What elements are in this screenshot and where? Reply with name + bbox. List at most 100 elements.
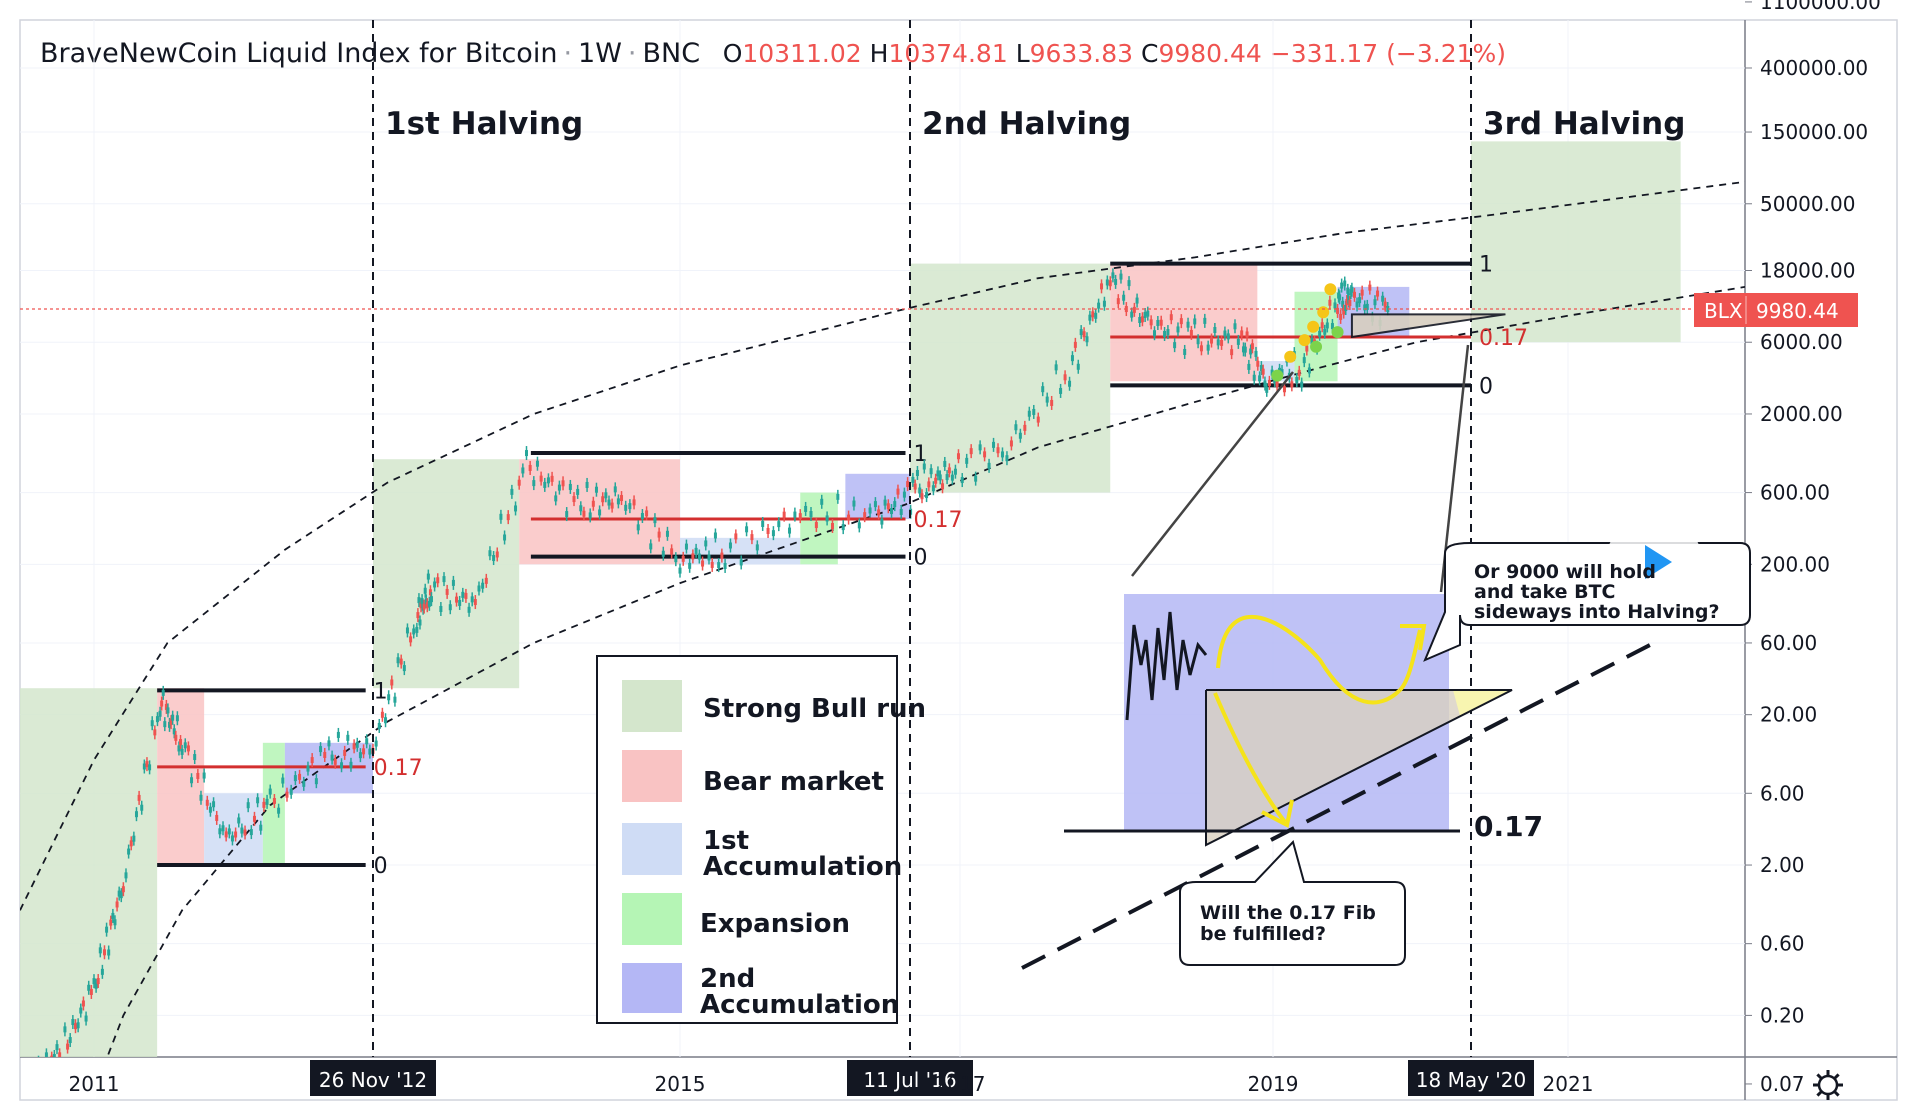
candle-body	[1363, 304, 1367, 311]
candle-body	[221, 825, 225, 832]
candle-body	[525, 450, 528, 457]
candle-body	[956, 453, 960, 460]
candle-body	[186, 745, 190, 752]
bull-zone-1	[20, 688, 158, 1057]
candle-body	[1189, 329, 1193, 336]
candle-body	[481, 582, 485, 589]
candle-body	[640, 513, 644, 520]
candle-body	[1307, 367, 1311, 374]
candle-body	[467, 606, 471, 613]
candle-body	[918, 487, 922, 494]
low-value: 9633.83	[1029, 39, 1134, 68]
candle-body	[506, 514, 510, 521]
candle-body	[281, 777, 285, 784]
inset-fib-label: 0.17	[1474, 810, 1543, 843]
price-axis[interactable]: 1100000.00 400000.00 150000.00 50000.00 1800…	[1745, 0, 1881, 1096]
callout-sideways-line-3: sideways into Halving?	[1474, 601, 1719, 623]
candle-body	[249, 829, 253, 836]
candle-body	[620, 495, 624, 502]
candle-body	[624, 504, 628, 511]
candle-body	[289, 788, 293, 795]
candle-body	[55, 1044, 59, 1051]
candle-body	[745, 526, 749, 533]
candle-body	[670, 548, 674, 555]
candle-body	[572, 496, 576, 503]
candle-body	[1179, 318, 1183, 325]
halving-date-label: 26 Nov '12	[319, 1068, 427, 1092]
candle-body	[393, 696, 397, 703]
candle-body	[1295, 377, 1299, 384]
candle-body	[1036, 416, 1040, 423]
candle-body	[535, 460, 539, 467]
candle-body	[448, 604, 452, 611]
candle-body	[168, 721, 172, 728]
candle-body	[1344, 305, 1348, 312]
candle-body	[314, 778, 318, 785]
candle-body	[678, 567, 682, 574]
candle-body	[1340, 282, 1344, 289]
candle-body	[996, 447, 1000, 454]
candle-body	[755, 544, 759, 551]
candle-body	[1169, 314, 1173, 321]
candle-body	[390, 679, 394, 686]
candle-body	[1050, 399, 1054, 406]
candle-body	[215, 814, 219, 821]
callout-fib-question: Will the 0.17 Fib be fulfilled?	[1179, 840, 1406, 966]
callout-fib-line-1: Will the 0.17 Fib	[1200, 902, 1376, 924]
candle-body	[1256, 360, 1260, 367]
candle-body	[936, 470, 940, 477]
interval-label[interactable]: 1W	[578, 38, 622, 69]
candle-body	[521, 467, 525, 474]
candle-body	[499, 513, 503, 520]
candle-body	[610, 502, 614, 509]
candle-body	[697, 553, 701, 560]
candle-body	[113, 919, 117, 926]
candle-body	[857, 522, 861, 529]
candle-body	[788, 527, 792, 534]
candle-body	[1122, 294, 1126, 301]
candle-body	[1373, 299, 1377, 306]
candle-body	[1346, 287, 1350, 294]
candle-body	[1249, 348, 1253, 355]
candle-body	[681, 555, 685, 562]
candle-body	[543, 481, 547, 488]
chart-header: BraveNewCoin Liquid Index for Bitcoin · 1W…	[40, 38, 1507, 69]
candle-body	[21, 1084, 24, 1090]
candle-body	[1343, 280, 1347, 287]
callout-sideways-line-2: and take BTC	[1474, 581, 1615, 603]
y-tick-label: 600.00	[1760, 481, 1830, 505]
candle-body	[492, 555, 496, 562]
candle-body	[190, 777, 194, 784]
candle-body	[868, 507, 872, 514]
play-icon[interactable]	[1645, 545, 1672, 579]
candle-body	[495, 551, 499, 558]
symbol-title[interactable]: BraveNewCoin Liquid Index for Bitcoin	[40, 38, 558, 69]
candle-body	[119, 892, 123, 899]
candle-body	[374, 740, 378, 747]
candle-body	[1330, 323, 1334, 330]
candle-body	[425, 602, 429, 609]
candle-body	[470, 596, 474, 603]
candle-body	[48, 1082, 51, 1088]
candle-body	[100, 968, 104, 975]
candle-body	[899, 508, 903, 515]
candle-body	[230, 835, 234, 842]
gear-icon[interactable]	[1813, 1070, 1843, 1100]
candle-body	[1059, 387, 1063, 394]
candle-body	[1018, 432, 1022, 439]
candle-body	[665, 530, 669, 537]
candle-body	[766, 527, 770, 534]
candle-body	[1108, 280, 1112, 287]
candle-body	[1341, 300, 1345, 307]
candle-body	[1206, 344, 1210, 351]
candle-body	[137, 794, 141, 801]
time-axis[interactable]: 2011 2015 2017 2019 2021	[69, 1072, 1594, 1096]
candle-body	[1254, 350, 1258, 357]
candle-body	[585, 481, 589, 488]
candle-body	[272, 798, 276, 805]
candle-body	[111, 912, 115, 919]
candle-body	[532, 480, 536, 487]
legend-swatch-acc1	[622, 823, 682, 875]
marker-dot	[1284, 350, 1297, 363]
